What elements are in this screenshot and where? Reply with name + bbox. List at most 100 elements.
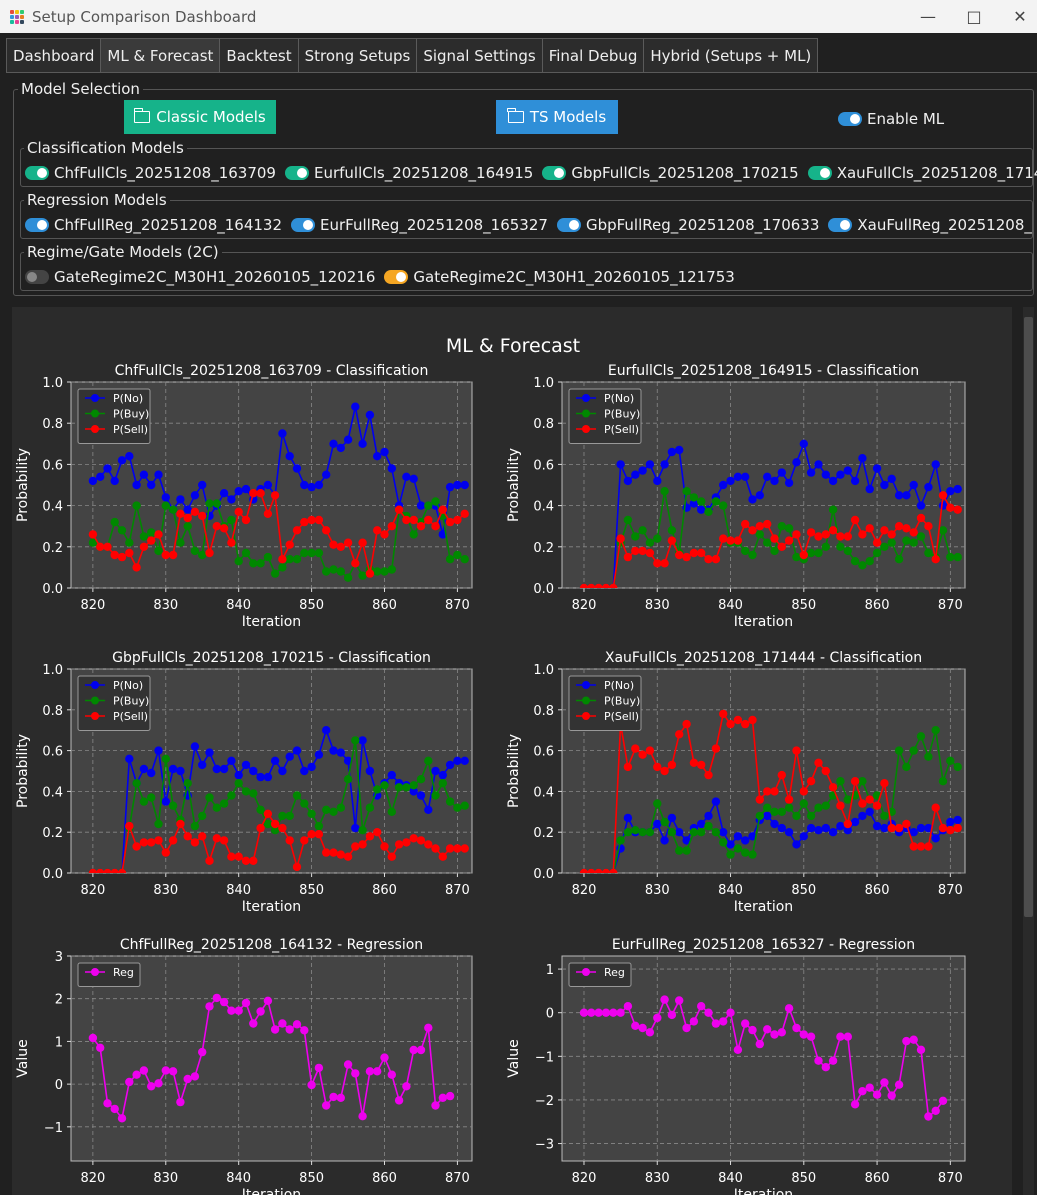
- tab-hybrid[interactable]: Hybrid (Setups + ML): [643, 38, 819, 72]
- enable-ml-toggle[interactable]: Enable ML: [838, 110, 944, 128]
- data-point: [924, 482, 933, 492]
- data-point: [792, 552, 801, 562]
- data-point: [924, 1112, 933, 1121]
- data-point: [653, 799, 662, 808]
- toggle-chf-reg[interactable]: ChfFullReg_20251208_164132: [25, 216, 282, 234]
- data-point: [125, 548, 134, 558]
- toggle-gbp-cls[interactable]: GbpFullCls_20251208_170215: [542, 164, 799, 182]
- classic-models-button[interactable]: Classic Models: [124, 100, 276, 134]
- tab-dashboard[interactable]: Dashboard: [6, 38, 102, 72]
- tab-final-debug[interactable]: Final Debug: [541, 38, 645, 72]
- data-point: [697, 760, 706, 770]
- toggle-switch[interactable]: [542, 166, 567, 180]
- data-point: [336, 567, 345, 576]
- data-point: [623, 762, 633, 772]
- data-point: [924, 522, 933, 531]
- data-point: [616, 1008, 625, 1017]
- tab-ml-forecast[interactable]: ML & Forecast: [100, 38, 221, 72]
- toggle-switch[interactable]: [291, 218, 316, 232]
- data-point: [836, 777, 845, 786]
- toggle-gbp-reg[interactable]: GbpFullReg_20251208_170633: [556, 216, 819, 234]
- data-point: [387, 852, 396, 861]
- data-point: [909, 828, 918, 837]
- toggle-switch[interactable]: [807, 166, 832, 180]
- close-button[interactable]: ✕: [997, 0, 1037, 33]
- data-point: [601, 583, 611, 588]
- data-point: [623, 828, 633, 837]
- data-point: [902, 819, 911, 829]
- data-point: [850, 476, 860, 486]
- tab-signal-settings[interactable]: Signal Settings: [416, 38, 543, 72]
- toggle-switch[interactable]: [25, 270, 49, 284]
- classification-toggles: ChfFullCls_20251208_163709 EurfullCls_20…: [25, 164, 1037, 182]
- data-point: [373, 526, 382, 535]
- ts-models-button[interactable]: TS Models: [496, 100, 618, 134]
- tab-backtest[interactable]: Backtest: [219, 38, 299, 72]
- toggle-switch[interactable]: [25, 166, 49, 180]
- enable-ml-switch[interactable]: [838, 112, 862, 126]
- data-point: [176, 538, 185, 547]
- toggle-gate-120216[interactable]: GateRegime2C_M30H1_20260105_120216: [25, 268, 375, 286]
- toggle-switch[interactable]: [556, 218, 581, 232]
- data-point: [205, 499, 214, 508]
- data-point: [880, 811, 889, 821]
- data-point: [292, 1020, 302, 1029]
- toggle-chf-cls[interactable]: ChfFullCls_20251208_163709: [25, 164, 276, 182]
- data-point: [748, 832, 757, 841]
- data-point: [887, 823, 896, 833]
- legend-label: P(Buy): [113, 408, 149, 421]
- data-point: [117, 552, 127, 562]
- data-point: [880, 1078, 889, 1087]
- data-point: [865, 557, 874, 566]
- data-point: [249, 766, 258, 776]
- data-point: [198, 832, 207, 841]
- legend-label: Reg: [604, 966, 625, 979]
- data-point: [402, 838, 411, 847]
- charts-scroll-area[interactable]: ML & Forecast ChfFullCls_20251208_163709…: [12, 307, 1012, 1195]
- minimize-button[interactable]: —: [905, 0, 951, 33]
- data-point: [799, 799, 808, 808]
- data-point: [660, 836, 669, 845]
- data-point: [285, 555, 294, 564]
- toggle-xau-cls[interactable]: XauFullCls_20251208_171444: [807, 164, 1037, 182]
- data-point: [850, 557, 860, 566]
- data-point: [880, 823, 889, 833]
- x-axis-label: Iteration: [242, 614, 301, 630]
- data-point: [836, 1032, 845, 1041]
- toggle-gate-121753[interactable]: GateRegime2C_M30H1_20260105_121753: [384, 268, 735, 286]
- data-point: [314, 548, 324, 558]
- y-tick-label: 0.8: [42, 704, 63, 719]
- toggle-xau-reg[interactable]: XauFullReg_20251208_172532: [828, 216, 1033, 234]
- maximize-button[interactable]: □: [951, 0, 997, 33]
- vertical-scrollbar[interactable]: [1023, 307, 1034, 1195]
- toggle-eur-cls[interactable]: EurfullCls_20251208_164915: [284, 164, 533, 182]
- toggle-switch[interactable]: [284, 166, 309, 180]
- chart-panel-0: ChfFullCls_20251208_163709 - Classificat…: [15, 363, 473, 630]
- data-point: [587, 868, 596, 873]
- data-point: [872, 1090, 882, 1099]
- y-tick-label: 2: [55, 993, 63, 1008]
- data-point: [726, 1008, 735, 1017]
- data-point: [682, 487, 691, 496]
- data-point: [711, 497, 721, 506]
- toggle-eur-reg[interactable]: EurFullReg_20251208_165327: [291, 216, 548, 234]
- data-point: [336, 850, 345, 859]
- toggle-switch[interactable]: [384, 270, 409, 284]
- chart-title: GbpFullCls_20251208_170215 - Classificat…: [112, 650, 431, 666]
- toggle-switch[interactable]: [828, 218, 853, 232]
- data-point: [256, 805, 265, 814]
- tab-strong-setups[interactable]: Strong Setups: [297, 38, 418, 72]
- scrollbar-thumb[interactable]: [1024, 317, 1033, 917]
- data-point: [689, 548, 699, 558]
- data-point: [300, 836, 309, 845]
- data-point: [329, 1092, 338, 1102]
- data-point: [453, 515, 462, 525]
- toggle-switch[interactable]: [25, 218, 49, 232]
- data-point: [880, 542, 889, 551]
- data-point: [161, 797, 170, 806]
- legend-marker: [582, 681, 590, 689]
- regression-models-group: [20, 200, 1033, 239]
- data-point: [784, 536, 794, 545]
- y-tick-label: 0.0: [533, 867, 554, 882]
- data-point: [748, 1025, 757, 1035]
